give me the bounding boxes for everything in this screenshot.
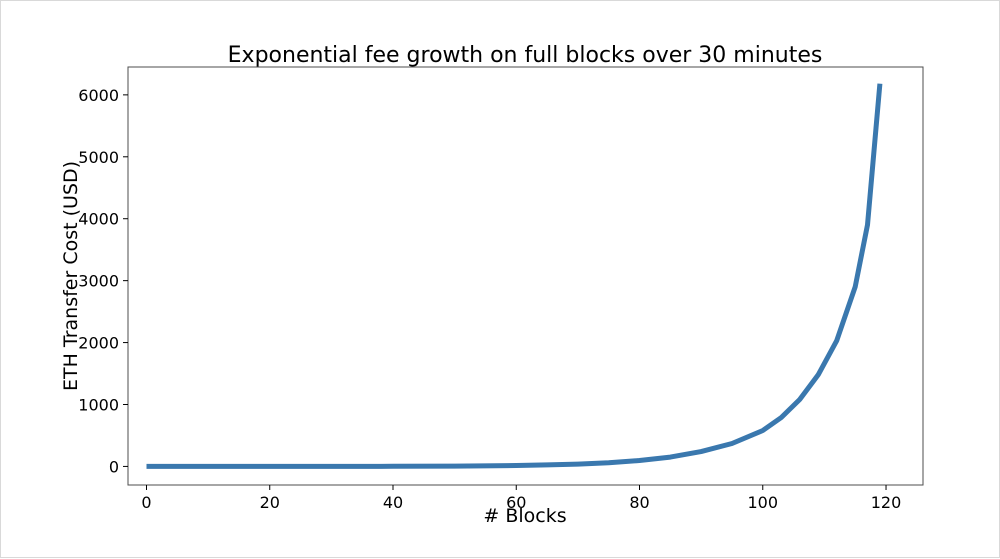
x-tick-label: 60 <box>506 493 526 512</box>
y-axis-ticks: 0 1000 2000 3000 4000 5000 6000 <box>78 86 128 476</box>
x-axis-ticks: 0 20 40 60 80 100 120 <box>141 485 901 512</box>
x-tick-label: 100 <box>747 493 778 512</box>
y-tick-label: 6000 <box>78 86 119 105</box>
y-tick-label: 0 <box>109 457 119 476</box>
y-tick-label: 5000 <box>78 148 119 167</box>
chart-title: Exponential fee growth on full blocks ov… <box>228 43 823 68</box>
series-line <box>146 83 883 469</box>
y-tick-label: 1000 <box>78 395 119 414</box>
plot-frame <box>127 66 924 486</box>
y-tick-label: 2000 <box>78 334 119 353</box>
x-axis-label: # Blocks <box>483 505 566 527</box>
y-tick-label: 3000 <box>78 272 119 291</box>
x-tick-label: 20 <box>260 493 280 512</box>
x-tick-label: 120 <box>871 493 902 512</box>
series-layer <box>146 83 883 469</box>
x-tick-label: 0 <box>141 493 151 512</box>
x-tick-label: 80 <box>629 493 649 512</box>
y-axis-label: ETH Transfer Cost (USD) <box>60 161 82 391</box>
y-tick-label: 4000 <box>78 210 119 229</box>
x-tick-label: 40 <box>383 493 403 512</box>
